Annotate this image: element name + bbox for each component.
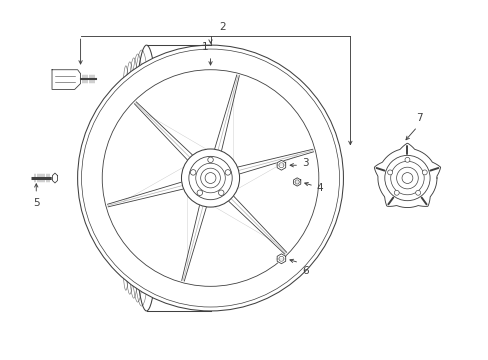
Circle shape <box>197 190 202 195</box>
Circle shape <box>200 168 220 188</box>
Circle shape <box>387 170 392 175</box>
Text: 2: 2 <box>219 22 225 32</box>
Polygon shape <box>374 143 440 208</box>
Circle shape <box>415 190 420 195</box>
Text: 1: 1 <box>201 42 207 52</box>
Text: 4: 4 <box>316 183 323 193</box>
Circle shape <box>195 163 225 193</box>
Circle shape <box>224 170 230 175</box>
Polygon shape <box>52 70 81 89</box>
Polygon shape <box>293 178 300 186</box>
Ellipse shape <box>132 45 160 311</box>
Circle shape <box>204 172 216 184</box>
Circle shape <box>384 156 429 201</box>
Circle shape <box>102 70 318 286</box>
Polygon shape <box>52 173 58 183</box>
Circle shape <box>396 167 417 189</box>
Text: 7: 7 <box>415 113 422 123</box>
Text: 3: 3 <box>302 158 308 168</box>
Circle shape <box>218 190 224 195</box>
Circle shape <box>78 45 343 311</box>
Circle shape <box>404 157 409 162</box>
Circle shape <box>207 157 213 163</box>
Circle shape <box>390 161 423 195</box>
Text: 5: 5 <box>33 198 40 208</box>
Text: 6: 6 <box>302 266 308 276</box>
Circle shape <box>181 149 239 207</box>
Polygon shape <box>277 254 285 264</box>
Circle shape <box>188 156 232 200</box>
Circle shape <box>401 172 412 184</box>
Polygon shape <box>277 160 285 170</box>
Circle shape <box>190 170 196 175</box>
Circle shape <box>422 170 427 175</box>
Circle shape <box>393 190 398 195</box>
